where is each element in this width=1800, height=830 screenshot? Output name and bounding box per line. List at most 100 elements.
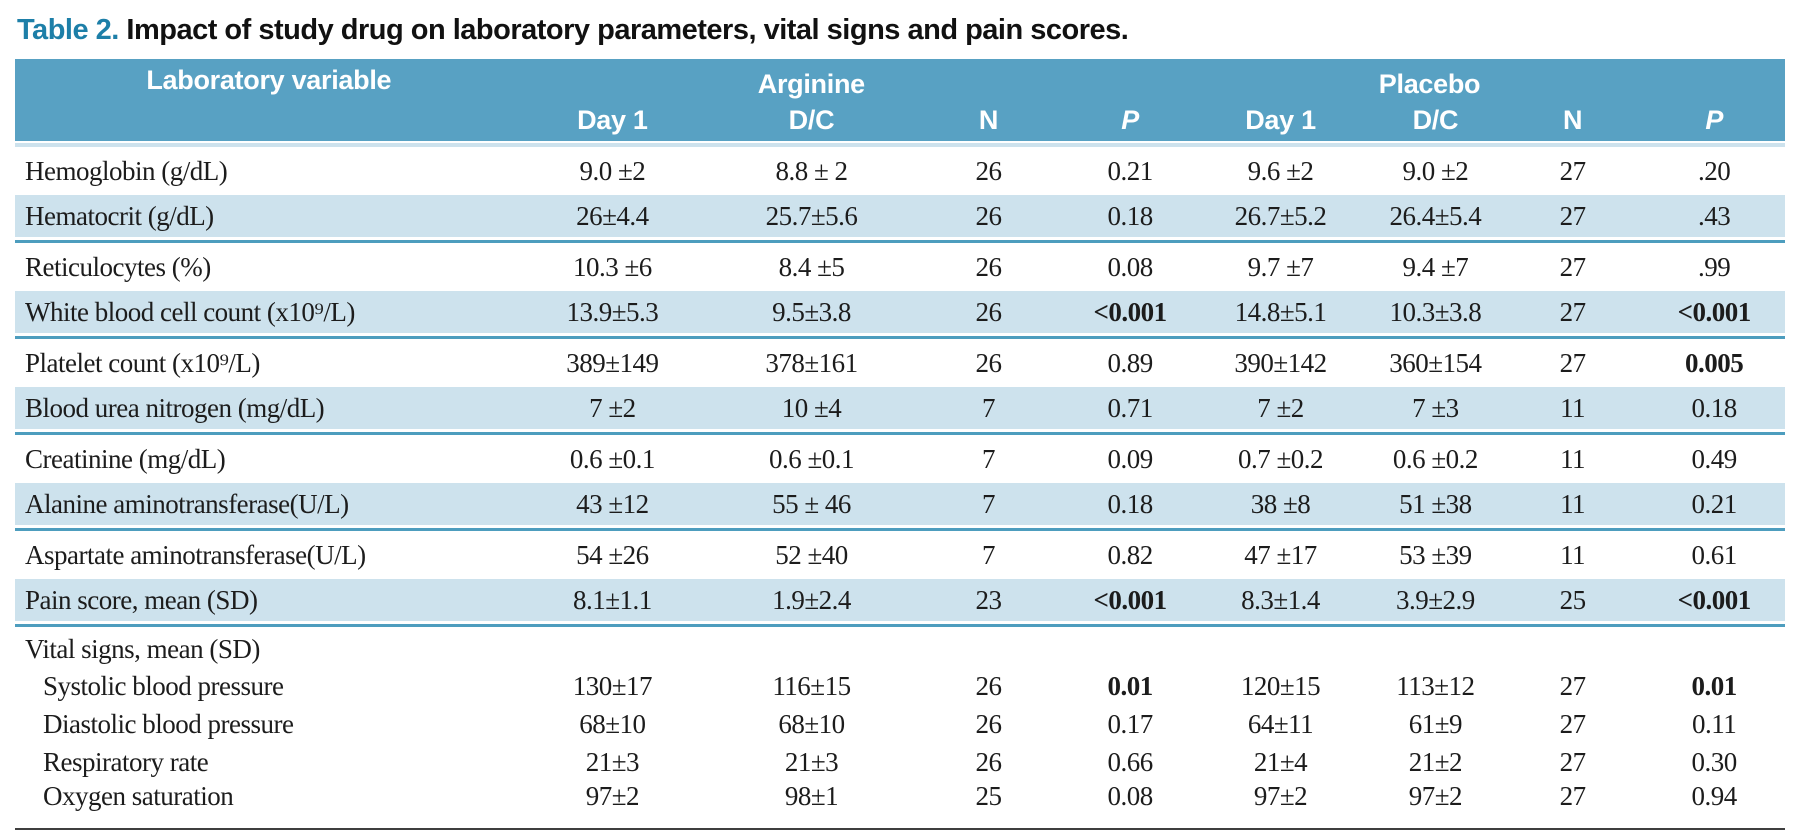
cell: 47 ±17 [1244,539,1317,570]
cell: <0.001 [1643,579,1785,627]
column-header-placebo-day1: Day 1 [1192,103,1370,147]
table-row: Blood urea nitrogen (mg/dL) 7 ±2 10 ±4 7… [15,387,1785,435]
cell: 21±3 [784,746,839,777]
table-row: Vital signs, mean (SD) [15,627,1785,667]
cell: 1.9±2.4 [714,579,909,627]
table-row: Reticulocytes (%) 10.3 ±6 8.4 ±5 26 0.08… [15,243,1785,291]
row-label: Aspartate aminotransferase(U/L) [25,539,366,570]
cell: 26.4±5.4 [1369,195,1502,243]
cell: 23 [908,579,1069,627]
cell: 7 ±3 [1369,387,1502,435]
cell: 360±154 [1389,347,1482,378]
cell: 10.3±3.8 [1369,291,1502,339]
cell: 0.01 [1691,670,1738,701]
column-header-arginine-day1: Day 1 [510,103,715,147]
cell: 26 [975,746,1002,777]
table-title-number: Table 2. [17,14,119,46]
cell: 27 [1559,708,1586,739]
cell: 11 [1501,387,1644,435]
cell: 0.6 ±0.1 [569,443,656,474]
column-header-arginine-p: P [1068,103,1193,147]
cell: 390±142 [1234,347,1327,378]
cell: 0.17 [1107,708,1153,739]
group-header-arginine: Arginine [510,59,1193,103]
cell [1068,627,1192,667]
cell: <0.001 [1068,291,1193,339]
cell: 25 [975,781,1002,811]
cell: 113±12 [1396,670,1475,701]
cell: 26 [975,155,1002,186]
cell: 0.89 [1107,347,1153,378]
cell: 0.94 [1691,781,1738,811]
cell: 9.6 ±2 [1247,155,1314,186]
cell: 0.21 [1107,155,1153,186]
cell: 0.18 [1068,483,1193,531]
cell: 0.82 [1107,539,1153,570]
cell: <0.001 [1068,579,1193,627]
cell: 0.21 [1643,483,1785,531]
table-row: Hemoglobin (g/dL) 9.0 ±2 8.8 ± 2 26 0.21… [15,147,1785,195]
table-row: White blood cell count (x10⁹/L) 13.9±5.3… [15,291,1785,339]
cell: 27 [1559,155,1586,186]
cell: 8.8 ± 2 [775,155,848,186]
cell: 0.01 [1107,670,1153,701]
cell: 3.9±2.9 [1369,579,1502,627]
row-label: Respiratory rate [43,746,209,777]
cell: 27 [1501,291,1644,339]
table-row: Alanine aminotransferase(U/L) 43 ±12 55 … [15,483,1785,531]
cell: 0.08 [1107,781,1153,811]
cell: 26 [975,251,1002,282]
cell: 0.09 [1107,443,1153,474]
table-row: Oxygen saturation 97±2 98±1 25 0.08 97±2… [15,781,1785,829]
row-label: Diastolic blood pressure [43,708,294,739]
cell: .20 [1698,155,1731,186]
cell: 0.18 [1068,195,1193,243]
cell: 10.3 ±6 [572,251,652,282]
cell: 0.6 ±0.1 [768,443,855,474]
cell [1502,627,1644,667]
cell: 43 ±12 [510,483,715,531]
cell: 8.4 ±5 [778,251,845,282]
table-row: Diastolic blood pressure 68±10 68±10 26 … [15,705,1785,743]
row-label: Creatinine (mg/dL) [25,443,226,474]
row-label: Reticulocytes (%) [25,251,211,282]
cell: 0.11 [1692,708,1737,739]
table-row: Aspartate aminotransferase(U/L) 54 ±26 5… [15,531,1785,579]
cell [1192,627,1369,667]
column-header-arginine-n: N [908,103,1069,147]
row-label: Pain score, mean (SD) [15,579,511,627]
cell: 9.5±3.8 [714,291,909,339]
cell: 7 [908,387,1069,435]
cell [714,627,909,667]
cell: 0.08 [1107,251,1153,282]
cell: 21±2 [1408,746,1463,777]
cell: 11 [1560,443,1586,474]
cell: 9.0 ±2 [579,155,646,186]
cell: .99 [1698,251,1731,282]
cell: 27 [1501,195,1644,243]
cell: 53 ±39 [1399,539,1472,570]
cell: 68±10 [778,708,845,739]
cell: 97±2 [1408,781,1463,811]
cell: 120±15 [1240,670,1321,701]
cell: 7 ±2 [510,387,715,435]
cell [1369,627,1502,667]
cell: 97±2 [585,781,640,811]
cell: 25.7±5.6 [714,195,909,243]
cell: 7 ±2 [1192,387,1370,435]
cell: 0.49 [1691,443,1738,474]
cell: 13.9±5.3 [510,291,715,339]
cell: 130±17 [572,670,653,701]
cell: 27 [1559,781,1586,811]
cell: 68±10 [579,708,646,739]
cell: 11 [1560,539,1586,570]
cell: 27 [1559,746,1586,777]
cell: 51 ±38 [1369,483,1502,531]
row-label: Vital signs, mean (SD) [25,634,260,664]
row-label: Hematocrit (g/dL) [15,195,511,243]
row-label: Platelet count (x10⁹/L) [25,347,260,378]
row-label: White blood cell count (x10⁹/L) [15,291,511,339]
cell: 0.18 [1643,387,1785,435]
cell: 26 [975,670,1002,701]
cell: 0.71 [1068,387,1193,435]
